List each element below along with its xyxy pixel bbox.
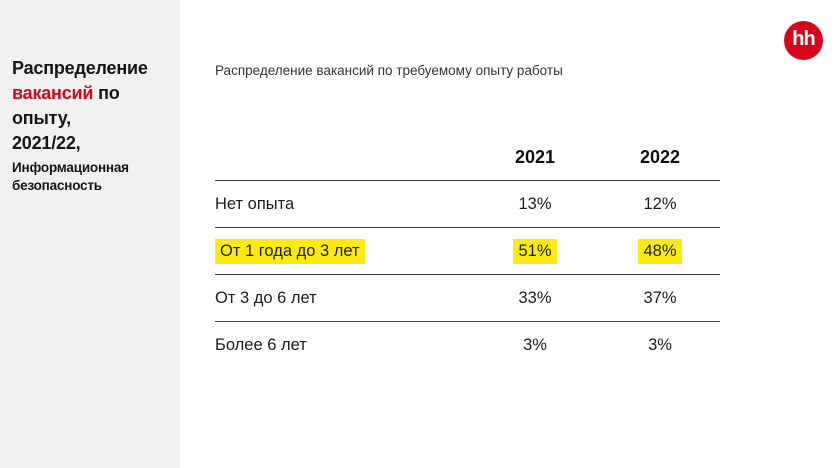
title-line: Распределение	[12, 58, 148, 78]
slide-title: Распределение вакансий по опыту, 2021/22…	[12, 56, 170, 156]
table-row: Более 6 лет 3% 3%	[215, 322, 720, 369]
column-header-2021: 2021	[514, 147, 556, 167]
row-label-text: От 3 до 6 лет	[215, 288, 317, 307]
value-2021: 13%	[470, 195, 600, 214]
row-label: От 1 года до 3 лет	[215, 238, 470, 264]
row-label-text-highlighted: От 1 года до 3 лет	[215, 238, 365, 264]
row-label: Более 6 лет	[215, 336, 470, 355]
experience-table: 2021 2022 Нет опыта 13% 12% От 1 года до…	[215, 135, 720, 369]
value-text-highlighted: 51%	[513, 238, 557, 264]
value-text: 3%	[523, 336, 547, 354]
value-text: 12%	[643, 194, 677, 213]
value-text: 13%	[518, 194, 552, 213]
hh-logo-text: hh	[792, 28, 815, 50]
value-2022: 48%	[600, 238, 720, 264]
title-accent-word: вакансий	[12, 83, 94, 103]
subtitle-line: безопасность	[12, 178, 102, 193]
title-line: опыту,	[12, 108, 71, 128]
value-text-highlighted: 48%	[638, 238, 682, 264]
value-2021: 3%	[470, 336, 600, 355]
table-row: От 3 до 6 лет 33% 37%	[215, 275, 720, 322]
value-2021: 33%	[470, 289, 600, 308]
table-row: Нет опыта 13% 12%	[215, 181, 720, 228]
table-title: Распределение вакансий по требуемому опы…	[215, 63, 563, 78]
value-2022: 12%	[600, 195, 720, 214]
sidebar: Распределение вакансий по опыту, 2021/22…	[0, 0, 180, 468]
title-rest-word: по	[98, 83, 120, 103]
column-header-2022: 2022	[639, 147, 681, 167]
value-text: 33%	[518, 288, 552, 307]
table-row-highlighted: От 1 года до 3 лет 51% 48%	[215, 228, 720, 275]
slide-subtitle: Информационная безопасность	[12, 159, 170, 195]
row-label: От 3 до 6 лет	[215, 289, 470, 308]
value-2022: 3%	[600, 336, 720, 355]
title-line: вакансий по	[12, 81, 170, 106]
value-text: 3%	[648, 336, 672, 354]
title-line: 2021/22,	[12, 133, 81, 153]
value-2022: 37%	[600, 289, 720, 308]
row-label-text: Более 6 лет	[215, 336, 307, 354]
row-label-text: Нет опыта	[215, 194, 295, 213]
value-text: 37%	[643, 288, 677, 307]
row-label: Нет опыта	[215, 195, 470, 214]
subtitle-line: Информационная	[12, 160, 129, 175]
hh-logo: hh	[784, 21, 823, 60]
table-header-row: 2021 2022	[215, 135, 720, 181]
value-2021: 51%	[470, 238, 600, 264]
